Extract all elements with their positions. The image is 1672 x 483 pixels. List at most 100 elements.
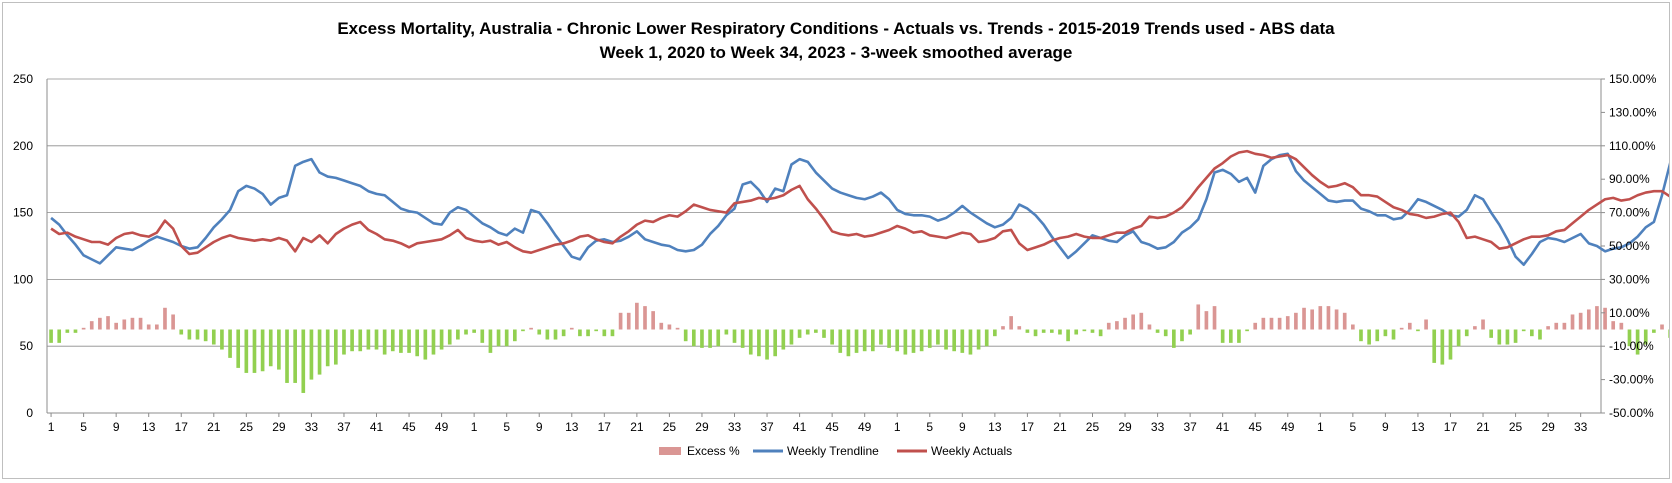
excess-bar xyxy=(1058,329,1062,335)
excess-bar xyxy=(1269,317,1274,330)
excess-bar xyxy=(488,329,493,353)
excess-bar xyxy=(1505,329,1510,345)
x-tick-label: 1 xyxy=(1317,420,1324,434)
excess-bar xyxy=(1212,306,1217,330)
left-tick-label: 150 xyxy=(13,206,33,220)
right-tick-label: -50.00% xyxy=(1609,406,1654,420)
excess-bar xyxy=(138,317,143,330)
excess-bar xyxy=(1424,319,1428,330)
x-tick-label: 41 xyxy=(793,420,807,434)
x-tick-label: 17 xyxy=(175,420,189,434)
excess-bar xyxy=(960,329,965,353)
excess-bar xyxy=(1261,317,1266,330)
excess-bar xyxy=(285,329,289,383)
excess-bar xyxy=(968,329,973,355)
x-tick-label: 21 xyxy=(1053,420,1067,434)
excess-bar xyxy=(635,302,639,330)
excess-bar xyxy=(887,329,891,348)
excess-bar xyxy=(431,329,436,355)
excess-bar xyxy=(114,322,118,330)
excess-bar xyxy=(521,329,525,332)
excess-bar xyxy=(220,329,224,350)
x-tick-label: 17 xyxy=(598,420,612,434)
weekly-trendline xyxy=(50,152,1669,267)
excess-bar xyxy=(1570,314,1575,330)
x-tick-label: 21 xyxy=(630,420,644,434)
excess-bar xyxy=(1546,326,1550,330)
excess-bar xyxy=(1375,329,1380,342)
excess-bar xyxy=(537,329,542,335)
excess-bar xyxy=(358,329,363,352)
x-tick-label: 37 xyxy=(337,420,351,434)
excess-bar xyxy=(415,329,420,357)
excess-bar xyxy=(732,329,737,343)
excess-bar xyxy=(447,329,452,345)
x-tick-label: 49 xyxy=(1281,420,1295,434)
excess-bar xyxy=(1326,306,1331,330)
excess-bar xyxy=(464,329,468,335)
excess-bar xyxy=(1562,322,1567,330)
excess-bar xyxy=(602,329,607,337)
excess-bar xyxy=(1237,329,1241,343)
excess-bar xyxy=(260,329,265,372)
excess-bar xyxy=(1652,329,1656,333)
excess-bar xyxy=(789,329,794,345)
excess-bar xyxy=(1481,319,1485,330)
excess-bar xyxy=(903,329,908,355)
excess-bar xyxy=(1595,306,1599,330)
left-tick-label: 100 xyxy=(13,272,33,286)
excess-bar xyxy=(1001,326,1005,330)
x-tick-label: 37 xyxy=(760,420,774,434)
right-tick-label: -30.00% xyxy=(1609,373,1654,387)
excess-bar xyxy=(1391,329,1396,340)
excess-bar xyxy=(1285,316,1290,330)
excess-bar xyxy=(1041,329,1046,333)
x-tick-label: 9 xyxy=(959,420,966,434)
excess-bar xyxy=(439,329,444,350)
x-tick-label: 33 xyxy=(1151,420,1165,434)
left-axis-ticks: 250 200 150 100 50 0 xyxy=(13,72,33,420)
excess-bar xyxy=(814,329,818,333)
excess-bar xyxy=(919,329,924,352)
excess-bar xyxy=(586,329,590,337)
excess-bar xyxy=(236,329,241,368)
excess-bar xyxy=(757,329,761,357)
excess-bar xyxy=(1530,329,1534,337)
left-tick-label: 200 xyxy=(13,139,33,153)
excess-bar xyxy=(529,327,533,330)
excess-bar xyxy=(1448,329,1453,360)
excess-bar xyxy=(773,329,778,357)
excess-bar xyxy=(1082,329,1087,332)
excess-bar xyxy=(309,329,314,380)
legend-label-actual: Weekly Actuals xyxy=(931,444,1012,458)
excess-bar xyxy=(1407,322,1412,330)
excess-bar xyxy=(366,329,371,350)
excess-bar xyxy=(667,324,672,330)
x-tick-label: 13 xyxy=(565,420,579,434)
excess-bar xyxy=(1318,306,1323,330)
excess-bar xyxy=(1204,311,1209,330)
excess-bar xyxy=(700,329,704,348)
excess-bar xyxy=(1302,307,1306,330)
excess-bar xyxy=(797,329,802,338)
x-tick-label: 9 xyxy=(1382,420,1389,434)
excess-bar xyxy=(504,329,509,347)
excess-bar xyxy=(1611,321,1616,330)
right-tick-label: 90.00% xyxy=(1609,172,1650,186)
weekly-actuals-line xyxy=(50,149,1669,256)
excess-bar xyxy=(618,312,623,330)
x-tick-label: 45 xyxy=(825,420,839,434)
excess-bar xyxy=(1489,329,1493,338)
excess-bar xyxy=(1521,329,1526,332)
left-tick-label: 250 xyxy=(13,72,33,86)
excess-bar xyxy=(407,329,411,353)
x-tick-label: 29 xyxy=(272,420,286,434)
excess-bar xyxy=(1147,324,1152,330)
excess-bar xyxy=(382,329,387,355)
excess-bar xyxy=(1586,309,1591,330)
excess-bar xyxy=(1351,324,1355,330)
excess-bar xyxy=(1310,309,1314,330)
excess-bar xyxy=(244,329,249,373)
excess-bar xyxy=(659,322,664,330)
legend-label-excess: Excess % xyxy=(687,444,740,458)
